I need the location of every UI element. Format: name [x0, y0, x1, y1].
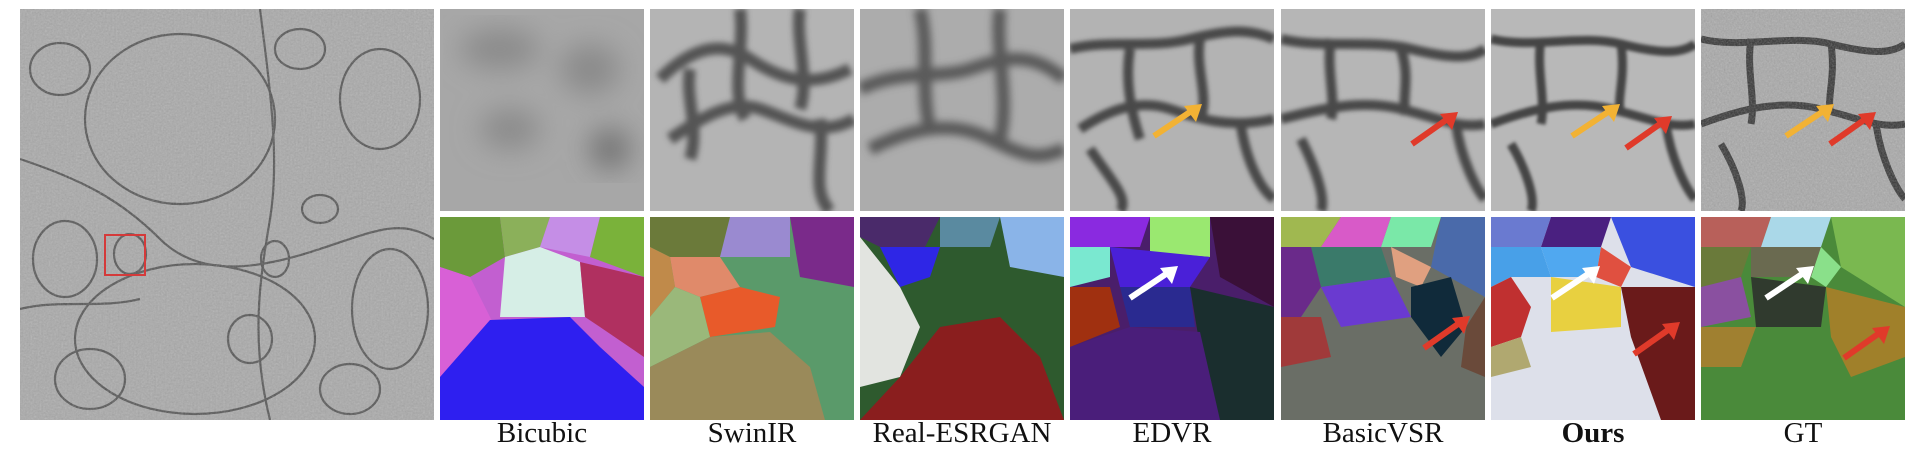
crop-gt — [1701, 9, 1905, 211]
seg-gt — [1701, 217, 1905, 420]
caption-ours: Ours — [1561, 417, 1625, 449]
caption-bicubic: Bicubic — [496, 417, 588, 449]
crop-swinir — [650, 9, 854, 211]
caption-real-esrgan: Real-ESRGAN — [872, 417, 1052, 449]
crop-real-esrgan — [860, 9, 1064, 211]
seg-real-esrgan — [860, 217, 1064, 420]
seg-basicvsr — [1281, 217, 1485, 420]
seg-ours — [1491, 217, 1695, 420]
crop-ours — [1491, 9, 1695, 211]
crop-basicvsr — [1281, 9, 1485, 211]
caption-swinir: SwinIR — [707, 417, 797, 449]
overview-em-image — [20, 9, 434, 420]
caption-gt: GT — [1783, 417, 1823, 449]
seg-bicubic — [440, 217, 644, 420]
seg-edvr — [1070, 217, 1274, 420]
caption-basicvsr: BasicVSR — [1322, 417, 1444, 449]
seg-swinir — [650, 217, 854, 420]
caption-edvr: EDVR — [1132, 417, 1212, 449]
roi-box — [104, 234, 146, 276]
crop-bicubic — [440, 9, 644, 211]
crop-edvr — [1070, 9, 1274, 211]
